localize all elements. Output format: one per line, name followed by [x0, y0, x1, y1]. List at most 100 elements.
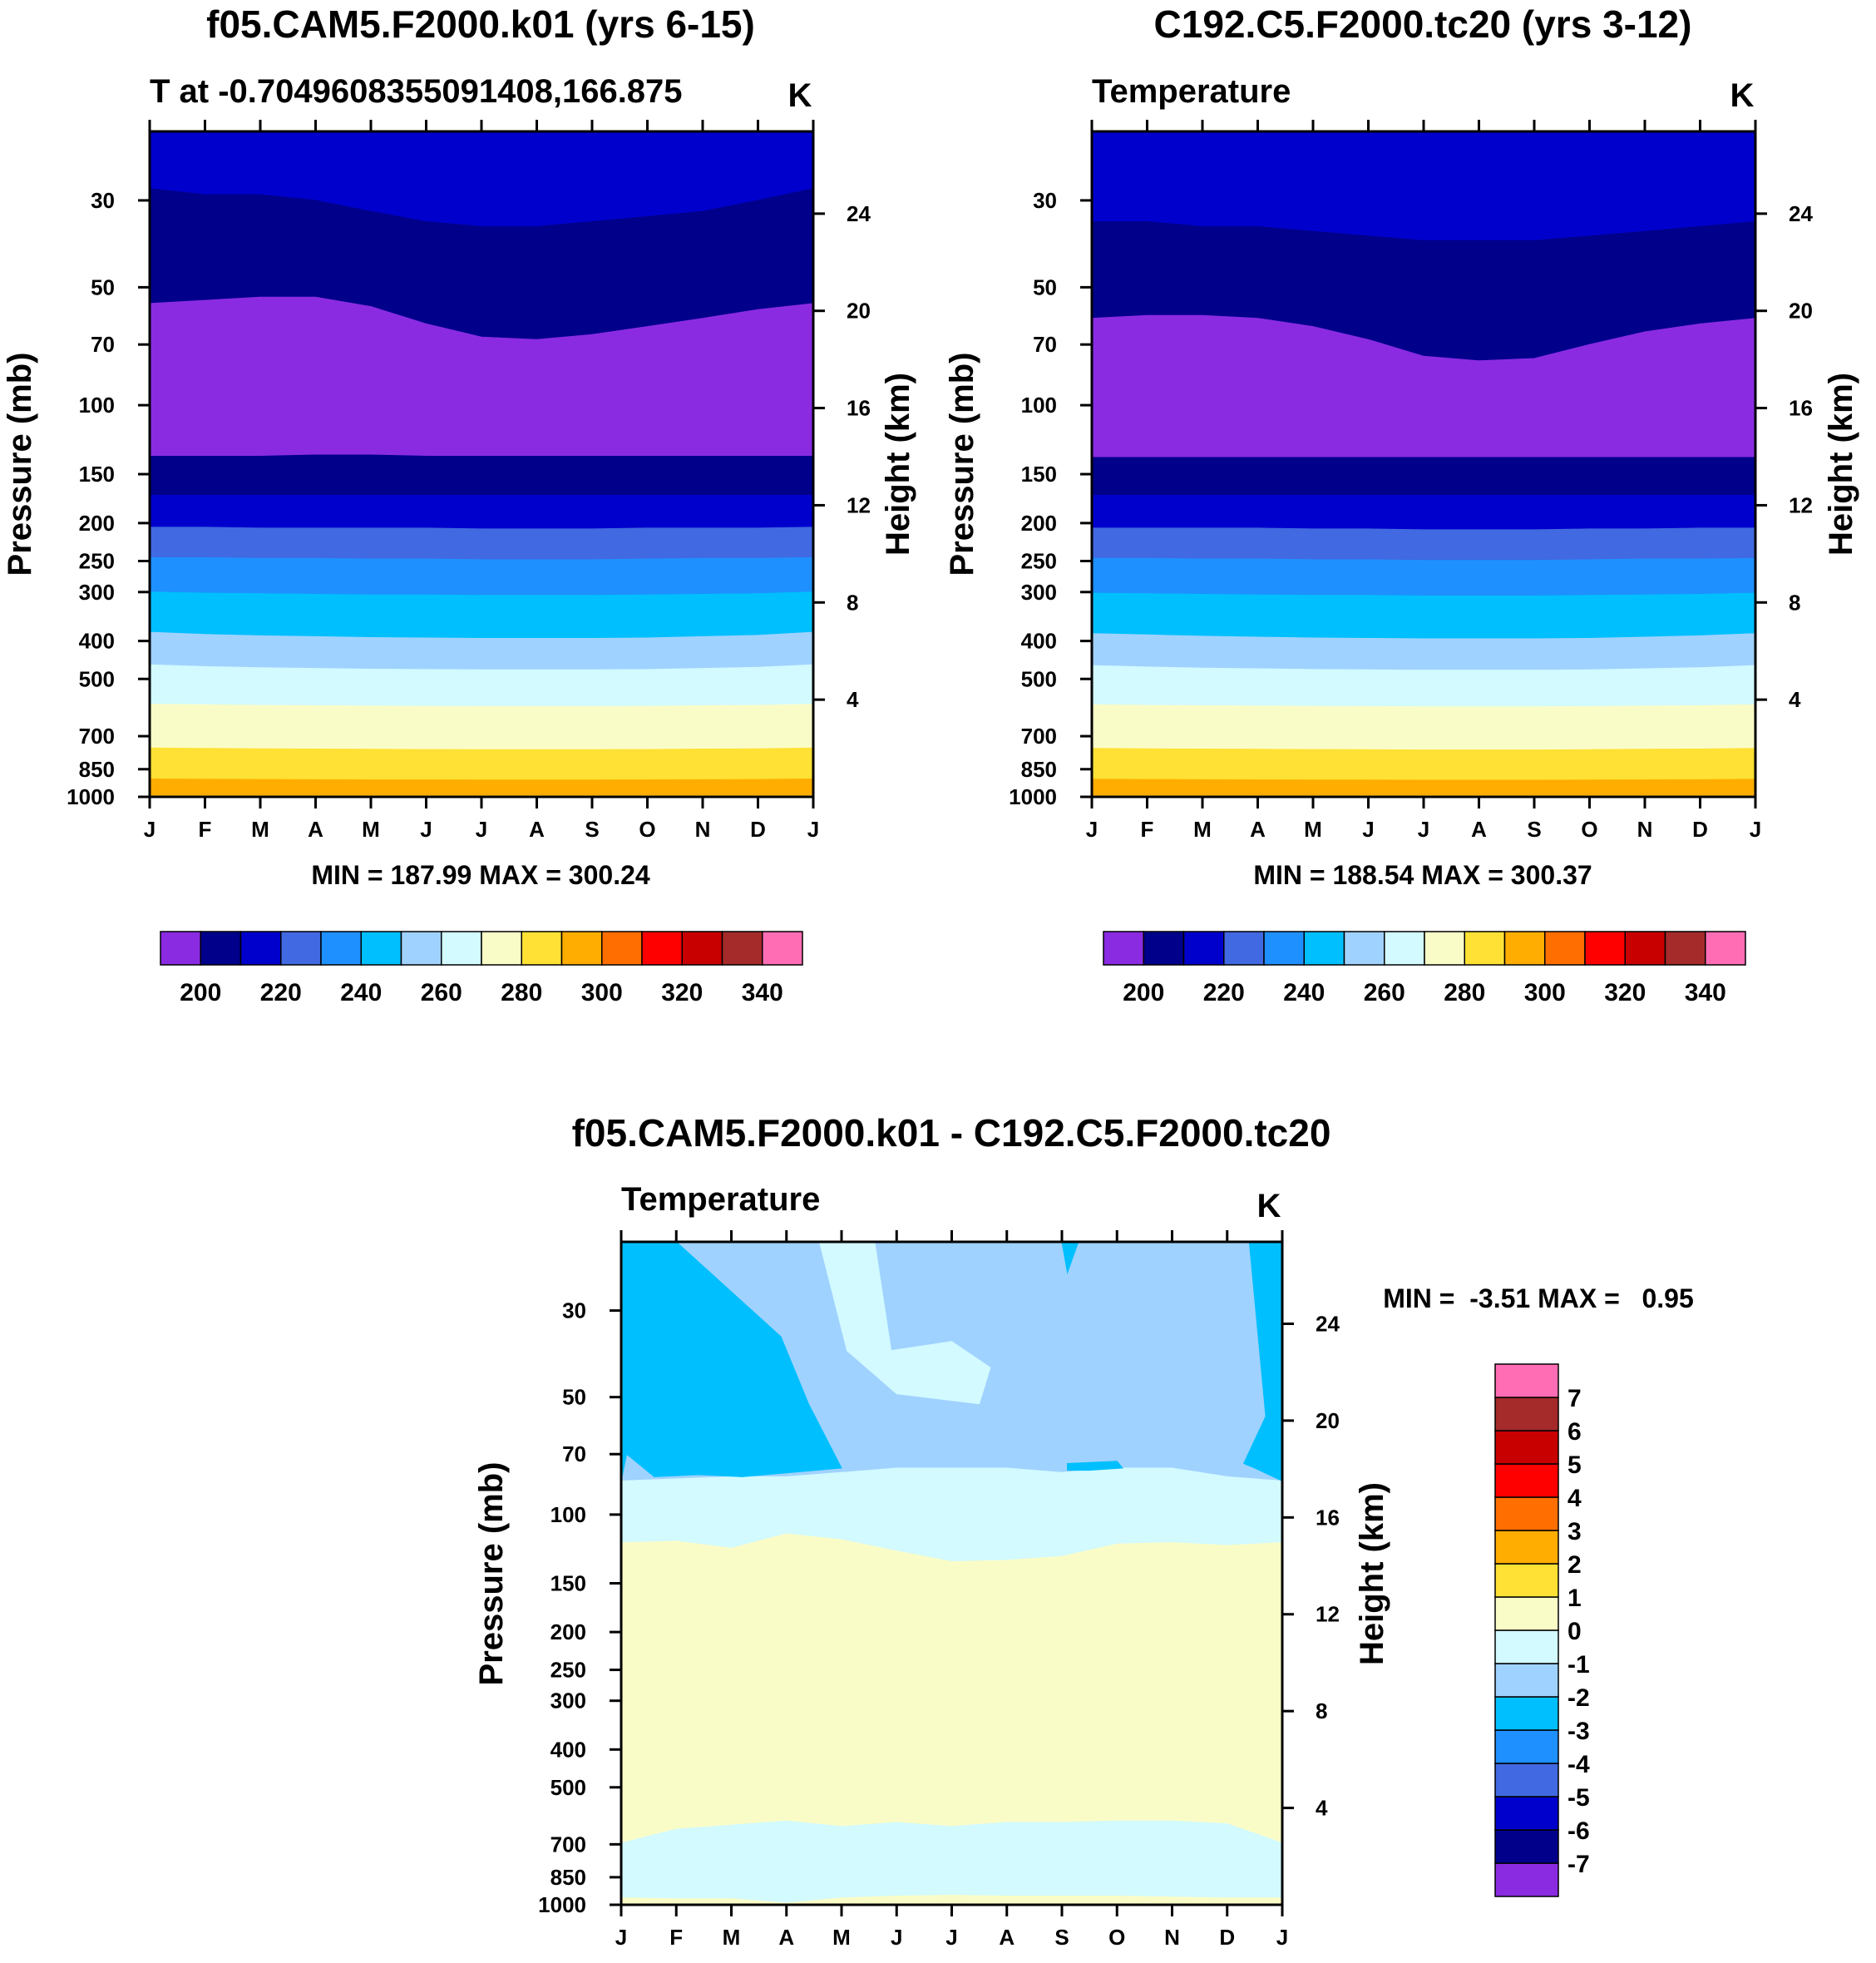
- x-tick-label: A: [778, 1925, 794, 1950]
- plot-title: f05.CAM5.F2000.k01 - C192.C5.F2000.tc20: [572, 1111, 1331, 1155]
- panel-control: f05.CAM5.F2000.k01 (yrs 6-15) T at -0.704…: [2, 2, 916, 1006]
- pressure-tick-label: 150: [1021, 462, 1057, 487]
- height-tick-label: 4: [1789, 687, 1801, 712]
- colorbar-box: [1705, 931, 1746, 966]
- pressure-tick-label: 50: [562, 1385, 586, 1410]
- contour-band-0: [1092, 131, 1755, 241]
- colorbar-box: [160, 931, 201, 966]
- units-label: K: [1257, 1188, 1281, 1224]
- contour-band-4: [1092, 495, 1755, 531]
- colorbar-label: 200: [180, 979, 221, 1006]
- pressure-tick-label: 500: [550, 1775, 586, 1800]
- height-tick-label: 16: [1316, 1505, 1340, 1530]
- colorbar-label: 280: [1444, 979, 1485, 1006]
- contour-band-12: [1092, 779, 1755, 796]
- colorbar-label: 240: [340, 979, 382, 1006]
- colorbar-label: 340: [742, 979, 783, 1006]
- x-tick-label: M: [362, 817, 380, 842]
- colorbar-label: 0: [1567, 1618, 1582, 1645]
- x-tick-label: F: [669, 1925, 683, 1950]
- x-tick-label: A: [308, 817, 323, 842]
- plot-subtitle: Temperature: [621, 1181, 820, 1218]
- contour-patch-2: [1067, 1461, 1123, 1471]
- pressure-tick-label: 300: [550, 1689, 586, 1713]
- colorbar-box: [1494, 1463, 1559, 1498]
- units-label: K: [788, 77, 812, 114]
- colorbar-label: -7: [1567, 1851, 1590, 1878]
- contour-band-11: [150, 747, 813, 781]
- pressure-tick-label: 850: [550, 1865, 586, 1890]
- colorbar-label: 1: [1567, 1585, 1582, 1612]
- pressure-tick-label: 700: [1021, 724, 1057, 749]
- colorbar-label: 260: [421, 979, 462, 1006]
- contour-patch-3: [1242, 1242, 1282, 1482]
- contour-band-7: [150, 591, 813, 639]
- colorbar-box: [521, 931, 563, 966]
- y2-axis-label: Height (km): [1354, 1482, 1390, 1665]
- pressure-tick-label: 70: [91, 332, 115, 357]
- contour-patch-0: [621, 1242, 842, 1481]
- colorbar-box: [641, 931, 683, 966]
- contour-band-6: [1092, 557, 1755, 596]
- colorbar-box: [1494, 1496, 1559, 1531]
- colorbar-box: [1494, 1629, 1559, 1664]
- panel-test: C192.C5.F2000.tc20 (yrs 3-12) Temperature…: [944, 2, 1859, 1006]
- colorbar-box: [1494, 1397, 1559, 1431]
- colorbar-label: 280: [501, 979, 542, 1006]
- pressure-tick-label: 200: [1021, 511, 1057, 536]
- pressure-tick-label: 250: [1021, 549, 1057, 574]
- pressure-tick-label: 30: [562, 1298, 586, 1323]
- min-max-text: MIN = 187.99 MAX = 300.24: [311, 860, 650, 890]
- contour-field: [621, 1242, 1282, 1905]
- colorbar-label: 220: [260, 979, 302, 1006]
- plot-title: C192.C5.F2000.tc20 (yrs 3-12): [1154, 2, 1692, 46]
- colorbar-box: [1494, 1363, 1559, 1398]
- x-tick-label: J: [1418, 817, 1429, 842]
- x-tick-label: J: [1750, 817, 1761, 842]
- height-tick-label: 12: [847, 492, 871, 517]
- pressure-tick-label: 100: [1021, 393, 1057, 418]
- plot-title: f05.CAM5.F2000.k01 (yrs 6-15): [206, 2, 755, 46]
- x-tick-label: S: [1054, 1925, 1069, 1950]
- colorbar-label: 320: [661, 979, 703, 1006]
- colorbar-box: [280, 931, 322, 966]
- pressure-tick-label: 150: [550, 1570, 586, 1595]
- pressure-tick-label: 30: [91, 188, 115, 213]
- contour-band-5: [1092, 527, 1755, 561]
- height-tick-label: 24: [1789, 201, 1813, 226]
- contour-band-10: [1092, 704, 1755, 751]
- colorbar-box: [1494, 1663, 1559, 1698]
- height-tick-label: 20: [1789, 299, 1813, 324]
- contour-field: [1092, 131, 1755, 797]
- x-tick-label: N: [1164, 1925, 1180, 1950]
- y-axis-label: Pressure (mb): [944, 353, 980, 576]
- height-tick-label: 12: [1316, 1602, 1340, 1627]
- height-tick-label: 20: [1316, 1408, 1340, 1433]
- pressure-tick-label: 300: [79, 580, 115, 605]
- x-tick-label: J: [1086, 817, 1098, 842]
- colorbar-label: 300: [1524, 979, 1566, 1006]
- colorbar-box: [1584, 931, 1626, 966]
- colorbar-label: 6: [1567, 1418, 1582, 1446]
- pressure-tick-label: 1000: [67, 784, 115, 809]
- colorbar-label: 220: [1203, 979, 1245, 1006]
- height-tick-label: 16: [1789, 396, 1813, 421]
- pressure-tick-label: 150: [79, 462, 115, 487]
- colorbar-box: [1223, 931, 1265, 966]
- colorbar-box: [1544, 931, 1586, 966]
- pressure-tick-label: 30: [1033, 188, 1057, 213]
- pressure-tick-label: 400: [1021, 629, 1057, 654]
- pressure-tick-label: 50: [1033, 274, 1057, 299]
- colorbar-box: [1624, 931, 1666, 966]
- colorbar-label: 300: [581, 979, 623, 1006]
- colorbar-box: [1494, 1862, 1559, 1897]
- pressure-tick-label: 100: [550, 1502, 586, 1527]
- x-tick-label: J: [1362, 817, 1374, 842]
- pressure-tick-label: 50: [91, 274, 115, 299]
- contour-patch-4: [1061, 1242, 1079, 1275]
- pressure-tick-label: 200: [550, 1619, 586, 1644]
- height-tick-label: 24: [1316, 1311, 1340, 1336]
- colorbar-box: [239, 931, 282, 966]
- colorbar-label: -1: [1567, 1651, 1590, 1679]
